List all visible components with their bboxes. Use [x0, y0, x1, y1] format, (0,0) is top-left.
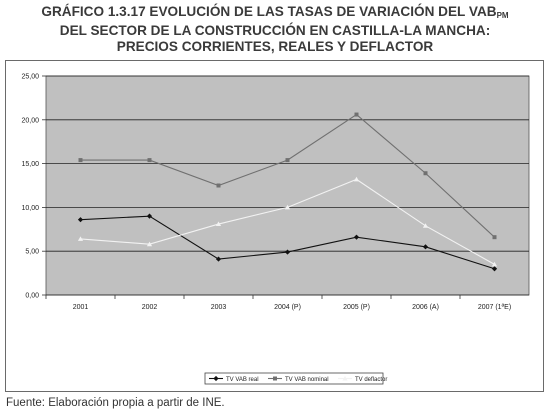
- data-point-2: [422, 223, 429, 228]
- data-point-1: [492, 235, 497, 240]
- y-tick-label: 10,00: [21, 205, 39, 212]
- legend-marker: [342, 375, 348, 381]
- x-tick-label: 2004 (P): [274, 304, 301, 311]
- y-tick-label: 0,00: [25, 293, 39, 300]
- title-line-1-main: GRÁFICO 1.3.17 EVOLUCIÓN DE LAS TASAS DE…: [41, 4, 497, 19]
- title-line-2: DEL SECTOR DE LA CONSTRUCCIÓN EN CASTILL…: [59, 22, 491, 38]
- data-point-1: [423, 171, 428, 176]
- x-tick-label: 2001: [73, 304, 89, 311]
- data-point-2: [353, 176, 360, 182]
- x-tick-label: 2005 (P): [343, 304, 370, 311]
- y-tick-label: 5,00: [25, 249, 39, 256]
- title-line-1: GRÁFICO 1.3.17 EVOLUCIÓN DE LAS TASAS DE…: [0, 4, 550, 23]
- data-point-1: [216, 183, 221, 188]
- legend-marker: [213, 375, 219, 382]
- data-point-0: [284, 249, 291, 255]
- data-point-1: [147, 158, 152, 163]
- y-tick-label: 20,00: [21, 117, 39, 124]
- x-tick-label: 2006 (A): [412, 304, 439, 311]
- data-point-2: [77, 236, 84, 241]
- data-point-0: [491, 266, 498, 272]
- title-line-3: PRECIOS CORRIENTES, REALES Y DEFLACTOR: [116, 39, 434, 54]
- x-tick-label: 2007 (1ªE): [478, 304, 511, 311]
- data-point-1: [354, 112, 359, 117]
- x-tick-label: 2003: [211, 304, 227, 311]
- legend-label: TV VAB nominal: [285, 377, 329, 383]
- chart-frame: 0,00 5,00 10,00 15,00 20,00 25,00 2001 2002 2003…: [5, 60, 544, 392]
- title-subscript: PM: [496, 11, 509, 20]
- legend-marker: [273, 376, 277, 381]
- chart-title: GRÁFICO 1.3.17 EVOLUCIÓN DE LAS TASAS DE…: [0, 4, 550, 56]
- legend-box: [204, 372, 384, 385]
- data-point-0: [422, 244, 429, 250]
- data-point-2: [215, 221, 222, 227]
- data-point-1: [285, 158, 290, 163]
- data-point-2: [491, 261, 498, 267]
- x-tick-label: 2002: [142, 304, 158, 311]
- data-point-2: [284, 204, 291, 210]
- data-point-1: [78, 158, 83, 163]
- data-point-0: [146, 213, 153, 219]
- plot-area: [45, 75, 530, 296]
- data-point-2: [146, 241, 153, 247]
- y-tick-label: 15,00: [21, 161, 39, 168]
- line-chart: 0,00 5,00 10,00 15,00 20,00 25,00 2001 2002 2003…: [21, 74, 530, 385]
- legend-label: TV deflactor: [355, 377, 387, 383]
- data-point-0: [77, 217, 84, 223]
- y-tick-label: 25,00: [21, 74, 39, 81]
- source-note: Fuente: Elaboración propia a partir de I…: [6, 397, 225, 409]
- data-point-0: [353, 234, 360, 240]
- data-point-0: [215, 256, 222, 262]
- legend-label: TV VAB real: [226, 377, 259, 383]
